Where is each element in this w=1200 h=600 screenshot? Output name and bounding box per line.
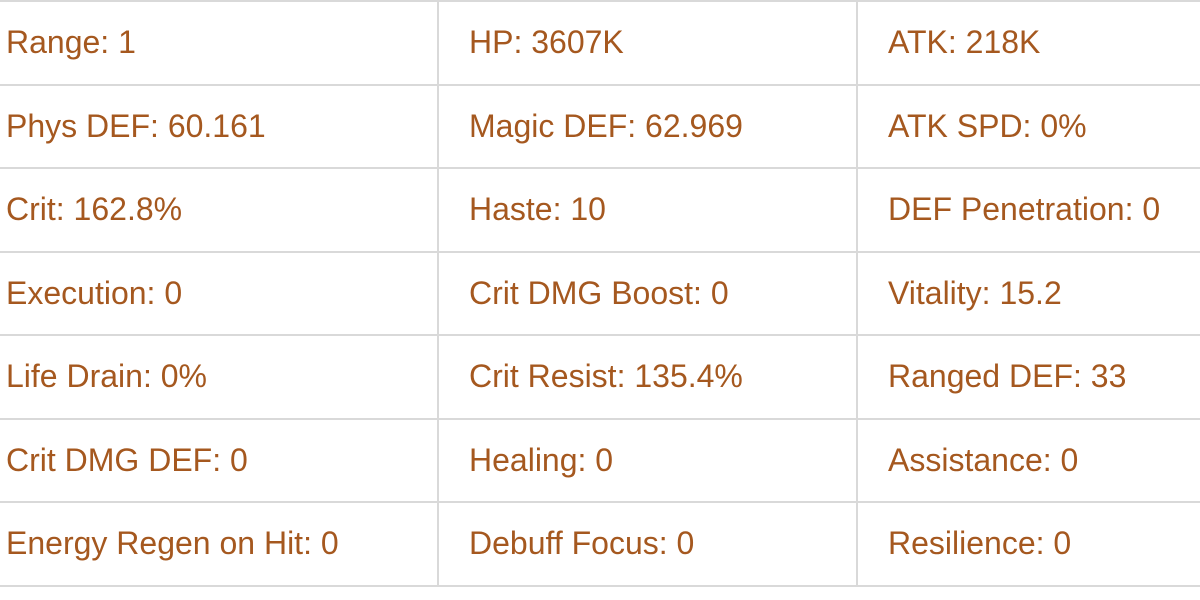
table-row: Crit DMG DEF: 0 Healing: 0 Assistance: 0 [0, 417, 1200, 503]
table-row: Life Drain: 0% Crit Resist: 135.4% Ranged … [0, 334, 1200, 420]
stats-table: Range: 1 HP: 3607K ATK: 218K Phys DEF: 60.1… [0, 0, 1200, 587]
stat-cell: Magic DEF: 62.969 [437, 83, 858, 169]
stat-cell: Crit: 162.8% [0, 167, 439, 253]
stat-cell: Healing: 0 [437, 417, 858, 503]
stat-cell: ATK SPD: 0% [856, 83, 1200, 169]
stat-cell: Crit Resist: 135.4% [437, 334, 858, 420]
table-row: Energy Regen on Hit: 0 Debuff Focus: 0 Res… [0, 501, 1200, 587]
stat-cell: Ranged DEF: 33 [856, 334, 1200, 420]
table-row: Range: 1 HP: 3607K ATK: 218K [0, 0, 1200, 86]
stat-cell: Haste: 10 [437, 167, 858, 253]
table-row: Phys DEF: 60.161 Magic DEF: 62.969 ATK SPD… [0, 83, 1200, 169]
stat-cell: Life Drain: 0% [0, 334, 439, 420]
stat-cell: Debuff Focus: 0 [437, 501, 858, 587]
stat-cell: DEF Penetration: 0 [856, 167, 1200, 253]
stat-cell: Phys DEF: 60.161 [0, 83, 439, 169]
table-row: Execution: 0 Crit DMG Boost: 0 Vitality: 1… [0, 250, 1200, 336]
table-row: Crit: 162.8% Haste: 10 DEF Penetration: 0 [0, 167, 1200, 253]
stat-cell: HP: 3607K [437, 0, 858, 86]
stat-cell: ATK: 218K [856, 0, 1200, 86]
stat-cell: Resilience: 0 [856, 501, 1200, 587]
stat-cell: Execution: 0 [0, 250, 439, 336]
stat-cell: Energy Regen on Hit: 0 [0, 501, 439, 587]
stat-cell: Crit DMG Boost: 0 [437, 250, 858, 336]
stat-cell: Assistance: 0 [856, 417, 1200, 503]
stat-cell: Vitality: 15.2 [856, 250, 1200, 336]
stat-cell: Crit DMG DEF: 0 [0, 417, 439, 503]
stat-cell: Range: 1 [0, 0, 439, 86]
